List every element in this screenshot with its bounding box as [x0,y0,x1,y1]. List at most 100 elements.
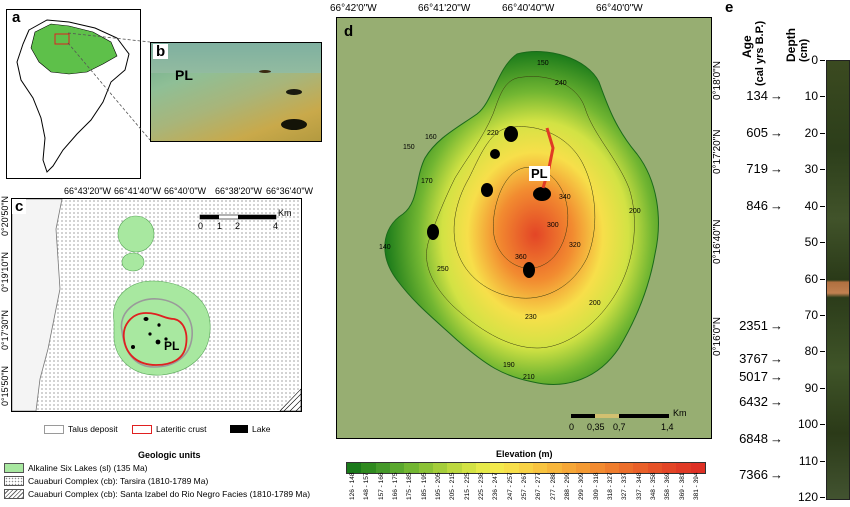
scale-label: 1,4 [661,422,674,432]
elevation-range-label: 166 - 175 [392,472,400,500]
depth-tick-mark [820,60,825,61]
age-value: 7366 [739,467,768,483]
panel-d-elevation-map: d PL 0 0,35 0,7 1,4 Km 150 240 220 160 1… [336,17,712,439]
panel-b-label: b [153,44,169,59]
geologic-units-legend: Alkaline Six Lakes (sl) (135 Ma) Cauabur… [4,463,334,499]
line-legend: Talus deposit Lateritic crust Lake [44,424,334,438]
contour-label: 160 [425,134,437,141]
age-marker: 846 → [724,198,783,213]
contour-label: 170 [421,178,433,185]
elevation-color-swatch [375,463,390,473]
tick-label: 66°40'0"W [164,186,207,196]
contour-label: 360 [515,254,527,261]
age-marker: 5017 → [724,369,783,384]
arrow-right-icon: → [770,317,783,333]
elevation-color-swatch [361,463,376,473]
contour-label: 320 [569,242,581,249]
depth-tick-label: 110 [798,453,818,468]
elevation-range-label: 205 - 215 [449,472,457,500]
sediment-core-image [826,60,850,500]
scale-label: 1 [217,221,223,231]
depth-tick-mark [820,497,825,498]
elevation-color-swatch [490,463,505,473]
age-marker: 6432 → [724,394,783,409]
age-value: 5017 [739,368,768,384]
arrow-right-icon: → [770,124,783,140]
depth-tick-label: 60 [804,271,818,286]
scale-label: Km [278,208,292,218]
panel-e-label: e [725,0,734,16]
panel-c-geologic-map: c 0 1 2 4 Km PL [11,198,302,412]
scale-label: 0,35 [587,422,605,432]
depth-tick-mark [820,169,825,171]
elevation-color-swatch [690,463,705,473]
tick-label: 66°42'0"W [330,3,377,14]
contour-label: 240 [555,80,567,87]
arrow-right-icon: → [770,350,783,366]
elevation-color-swatch [347,463,362,473]
depth-tick-mark [820,132,825,134]
depth-tick-mark [820,96,825,98]
elevation-color-swatch [604,463,619,473]
elevation-range-label: 348 - 358 [649,472,657,500]
panel-a-label: a [9,10,24,25]
depth-tick-label: 70 [804,307,818,322]
age-marker: 3767 → [724,351,783,366]
arrow-right-icon: → [770,467,783,483]
age-value: 6432 [739,394,768,410]
contour-label: 300 [547,222,559,229]
elevation-color-swatch [404,463,419,473]
contour-label: 250 [437,266,449,273]
elevation-color-swatch [504,463,519,473]
depth-tick-mark [820,314,825,316]
age-value: 134 [746,88,768,104]
elevation-range-label: 327 - 337 [621,472,629,500]
map-lake-label: PL [529,166,550,181]
scale-label: 2 [235,221,241,231]
tick-label: 66°43'20"W [64,186,112,196]
legend-item-alkaline: Alkaline Six Lakes (sl) (135 Ma) [4,463,334,473]
lake-shape [281,119,307,130]
tick-label: 66°40'40"W [502,3,555,14]
panel-d-top-ticks: 66°42'0"W 66°41'20"W 66°40'40"W 66°40'0"… [330,3,710,15]
elevation-color-swatch [661,463,677,473]
contour-label: 190 [503,362,515,369]
legend-item-santa-izabel: Cauaburi Complex (cb): Santa Izabel do R… [4,489,334,499]
depth-tick-label: 50 [804,235,818,250]
elevation-range-label: 225 - 236 [478,472,486,500]
elevation-scale-title: Elevation (m) [496,449,553,459]
elevation-color-swatch [618,463,634,473]
depth-tick-label: 120 [797,490,818,504]
elevation-range-label: 185 - 195 [420,472,428,500]
elevation-range-label: 215 - 225 [463,472,471,500]
scale-label: 0,7 [613,422,626,432]
panel-c-label: c [12,199,27,214]
depth-tick-mark [820,205,825,207]
panel-c-top-ticks: 66°43'20"W 66°41'40"W 66°40'0"W 66°38'20… [0,186,330,198]
contour-label: 200 [629,208,641,215]
legend-label: Lateritic crust [156,424,207,434]
depth-tick-label: 30 [804,162,818,177]
elevation-color-swatch [676,463,691,473]
tick-label: 66°40'0"W [596,3,643,14]
tick-label: 66°41'20"W [418,3,471,14]
contour-label: 200 [589,300,601,307]
arrow-right-icon: → [770,430,783,446]
elevation-range-label: 267 - 277 [535,472,543,500]
elevation-map-drawing [337,18,711,438]
depth-tick-mark [820,387,825,389]
legend-label: Alkaline Six Lakes (sl) (135 Ma) [28,463,148,473]
elevation-color-swatch [590,463,605,473]
panel-a-south-america-map: a [6,9,141,179]
elevation-range-label: 318 - 327 [606,472,614,500]
elevation-range-label: 358 - 369 [664,472,672,500]
elevation-range-label: 337 - 348 [635,472,643,500]
contour-label: 340 [559,194,571,201]
tick-label: 0°19'10"N [0,251,10,292]
legend-label: Talus deposit [68,424,118,434]
elevation-range-label: 299 - 309 [578,472,586,500]
age-marker: 605 → [724,125,783,140]
panel-b-aerial-photo: b PL [150,42,322,142]
tick-label: 66°41'40"W [114,186,162,196]
elevation-range-label: 247 - 257 [506,472,514,500]
